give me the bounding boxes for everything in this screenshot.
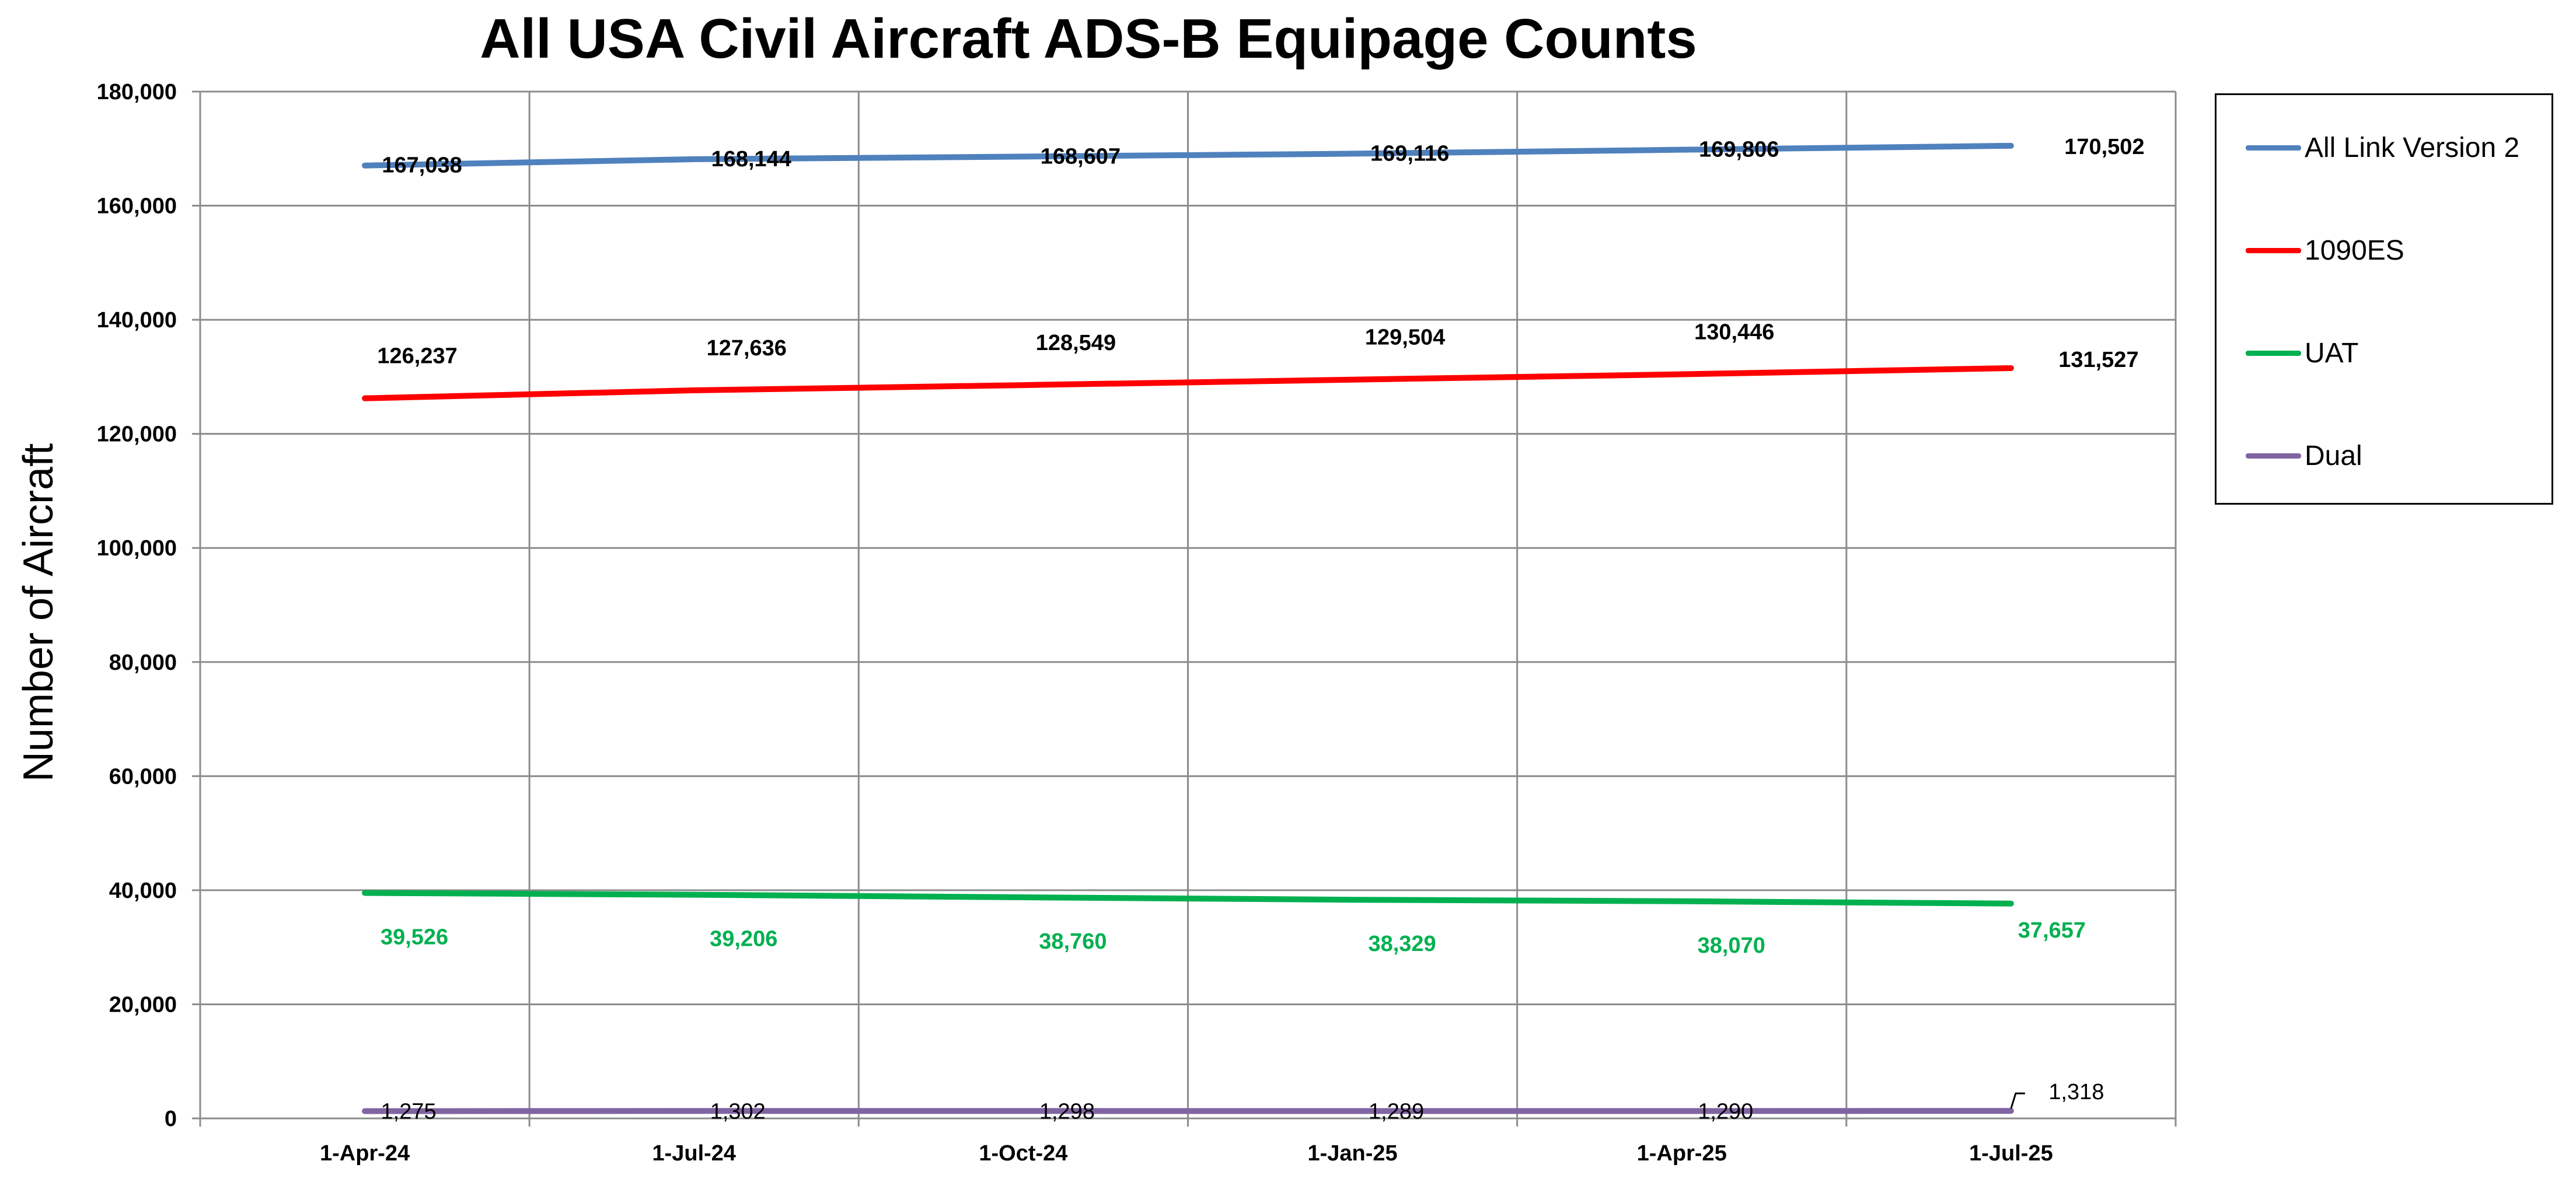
legend-label: 1090ES <box>2305 235 2404 266</box>
y-tick-label: 20,000 <box>109 992 177 1017</box>
data-label: 168,607 <box>1041 144 1121 169</box>
legend-swatch <box>2246 453 2301 459</box>
y-tick-label: 40,000 <box>109 879 177 903</box>
legend-item-dual: Dual <box>2246 438 2362 473</box>
legend-swatch <box>2246 350 2301 356</box>
data-label: 169,116 <box>1370 141 1449 166</box>
series-lines <box>362 142 2014 1114</box>
y-tick-label: 160,000 <box>97 194 177 219</box>
series-line <box>362 142 2014 169</box>
data-label: 1,298 <box>1039 1099 1095 1124</box>
data-label: 129,504 <box>1365 326 1445 350</box>
y-tick-label: 100,000 <box>97 536 177 561</box>
legend-label: Dual <box>2305 440 2362 471</box>
data-label: 39,526 <box>381 925 448 950</box>
data-label: 38,760 <box>1039 929 1107 954</box>
x-tick-label: 1-Jul-25 <box>1969 1141 2053 1166</box>
legend: All Link Version 2 1090ES UAT Dual <box>2215 93 2553 505</box>
data-label: 37,657 <box>2018 918 2086 943</box>
gridlines <box>200 90 2177 1118</box>
data-labels: 167,038 168,144 168,607 169,116 169,806 170,5… <box>377 135 2144 1124</box>
chart-title: All USA Civil Aircraft ADS-B Equipage Co… <box>480 8 1697 70</box>
legend-label: UAT <box>2305 337 2359 369</box>
data-label: 126,237 <box>377 344 457 369</box>
data-label: 127,636 <box>707 336 787 361</box>
data-label: 169,806 <box>1699 138 1779 162</box>
x-tick-label: 1-Apr-25 <box>1637 1141 1727 1166</box>
legend-item-uat: UAT <box>2246 335 2358 370</box>
x-tick-label: 1-Jan-25 <box>1307 1141 1397 1166</box>
tick-labels: 0 20,000 40,000 60,000 80,000 100,000 120,000 1… <box>97 80 2053 1166</box>
data-label: 38,070 <box>1698 933 1765 958</box>
x-tick-label: 1-Oct-24 <box>979 1141 1067 1166</box>
data-label: 1,318 <box>2048 1080 2104 1104</box>
data-label: 1,289 <box>1369 1099 1424 1124</box>
axes <box>192 90 2177 1127</box>
y-tick-label: 140,000 <box>97 308 177 333</box>
data-label: 1,275 <box>381 1100 437 1124</box>
data-label: 1,302 <box>710 1099 766 1124</box>
leader-line <box>2010 1092 2025 1109</box>
data-label: 131,527 <box>2058 348 2138 372</box>
x-tick-label: 1-Jul-24 <box>652 1141 736 1166</box>
y-tick-label: 120,000 <box>97 422 177 447</box>
data-label: 170,502 <box>2064 135 2144 159</box>
data-label: 38,329 <box>1368 932 1436 956</box>
data-label: 168,144 <box>711 147 791 172</box>
y-tick-label: 0 <box>165 1107 177 1131</box>
data-label: 39,206 <box>710 927 777 952</box>
data-label: 167,038 <box>382 153 462 178</box>
legend-item-all-link-v2: All Link Version 2 <box>2246 130 2519 165</box>
series-line <box>362 365 2014 401</box>
x-tick-label: 1-Apr-24 <box>320 1141 410 1166</box>
y-tick-label: 60,000 <box>109 764 177 789</box>
y-tick-label: 180,000 <box>97 80 177 104</box>
data-label: 128,549 <box>1036 331 1116 355</box>
legend-swatch <box>2246 145 2301 151</box>
legend-item-1090es: 1090ES <box>2246 233 2404 268</box>
legend-label: All Link Version 2 <box>2305 132 2520 163</box>
data-label: 1,290 <box>1698 1099 1753 1124</box>
data-label: 130,446 <box>1694 320 1774 345</box>
y-tick-label: 80,000 <box>109 651 177 675</box>
legend-swatch <box>2246 247 2301 253</box>
series-line <box>362 890 2014 907</box>
